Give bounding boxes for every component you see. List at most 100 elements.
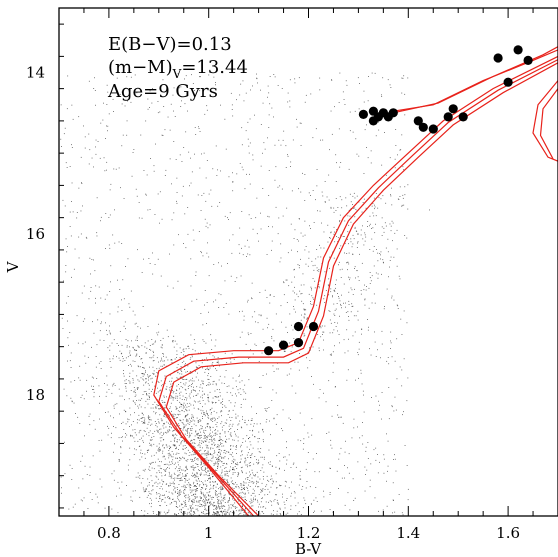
field-star-point bbox=[186, 420, 188, 422]
field-star-point bbox=[172, 456, 174, 458]
field-star-point bbox=[344, 104, 346, 105]
field-star-point bbox=[186, 414, 188, 416]
field-star-point bbox=[247, 121, 249, 123]
field-star-point bbox=[196, 450, 198, 451]
field-star-point bbox=[381, 226, 383, 228]
field-star-point bbox=[134, 389, 136, 391]
field-star-point bbox=[109, 313, 111, 315]
field-star-point bbox=[267, 327, 268, 329]
field-star-point bbox=[205, 441, 207, 443]
field-star-point bbox=[243, 398, 245, 400]
field-star-point bbox=[206, 323, 207, 324]
field-star-point bbox=[161, 400, 163, 402]
field-star-point bbox=[316, 501, 318, 502]
field-star-point bbox=[80, 460, 82, 462]
field-star-point bbox=[143, 384, 145, 386]
field-star-point bbox=[127, 464, 129, 466]
field-star-point bbox=[223, 425, 225, 426]
field-star-point bbox=[181, 377, 183, 379]
field-star-point bbox=[340, 277, 342, 278]
field-star-point bbox=[333, 303, 335, 305]
field-star-point bbox=[392, 482, 394, 484]
field-star-point bbox=[231, 353, 233, 355]
field-star-point bbox=[338, 264, 339, 266]
field-star-point bbox=[286, 207, 288, 209]
field-star-point bbox=[149, 462, 151, 464]
field-star-point bbox=[140, 377, 142, 379]
field-star-point bbox=[382, 77, 384, 79]
field-star-point bbox=[246, 446, 248, 448]
field-star-point bbox=[213, 511, 214, 513]
field-star-point bbox=[172, 459, 174, 461]
field-star-point bbox=[214, 514, 215, 516]
field-star-point bbox=[276, 487, 278, 489]
field-star-point bbox=[315, 497, 317, 499]
field-star-point bbox=[190, 442, 192, 444]
field-star-point bbox=[100, 122, 102, 124]
field-star-point bbox=[238, 496, 240, 498]
field-star-point bbox=[82, 343, 84, 345]
field-star-point bbox=[191, 356, 193, 358]
field-star-point bbox=[163, 395, 165, 397]
field-star-point bbox=[237, 474, 239, 476]
field-star-point bbox=[81, 182, 82, 184]
field-star-point bbox=[145, 194, 147, 196]
field-star-point bbox=[290, 166, 291, 167]
field-star-point bbox=[138, 202, 140, 203]
field-star-point bbox=[227, 501, 229, 503]
field-star-point bbox=[134, 432, 136, 434]
field-star-point bbox=[183, 379, 185, 380]
field-star-point bbox=[91, 259, 93, 260]
field-star-point bbox=[208, 401, 210, 403]
field-star-point bbox=[210, 376, 212, 377]
field-star-point bbox=[152, 273, 154, 275]
field-star-point bbox=[106, 334, 108, 336]
field-star-point bbox=[129, 306, 131, 308]
field-star-point bbox=[191, 426, 193, 427]
field-star-point bbox=[118, 437, 120, 439]
field-star-point bbox=[358, 201, 360, 203]
field-star-point bbox=[194, 90, 195, 91]
field-star-point bbox=[217, 512, 219, 514]
field-star-point bbox=[159, 437, 161, 439]
field-star-point bbox=[213, 366, 214, 367]
field-star-point bbox=[188, 455, 190, 456]
field-star-point bbox=[260, 165, 262, 167]
field-star-point bbox=[160, 431, 162, 433]
field-star-point bbox=[222, 477, 224, 478]
field-star-point bbox=[300, 191, 302, 193]
field-star-point bbox=[166, 483, 168, 485]
field-star-point bbox=[189, 358, 191, 360]
field-star-point bbox=[139, 439, 141, 440]
field-star-point bbox=[140, 327, 141, 329]
field-star-point bbox=[64, 127, 66, 129]
field-star-point bbox=[213, 512, 215, 514]
field-star-point bbox=[181, 479, 183, 481]
field-star-point bbox=[306, 318, 308, 320]
field-star-point bbox=[394, 458, 396, 460]
field-star-point bbox=[78, 236, 80, 238]
field-star-point bbox=[209, 474, 210, 476]
field-star-point bbox=[249, 437, 251, 438]
field-star-point bbox=[256, 233, 258, 235]
field-star-point bbox=[152, 485, 154, 487]
field-star-point bbox=[218, 503, 220, 505]
field-star-point bbox=[60, 104, 62, 106]
field-star-point bbox=[282, 496, 283, 498]
field-star-point bbox=[177, 280, 179, 282]
field-star-point bbox=[148, 482, 150, 483]
field-star-point bbox=[221, 265, 222, 267]
field-star-point bbox=[151, 502, 152, 504]
field-star-point bbox=[294, 286, 295, 288]
field-star-point bbox=[185, 247, 187, 249]
field-star-point bbox=[211, 503, 213, 505]
field-star-point bbox=[176, 417, 177, 419]
field-star-point bbox=[271, 336, 273, 337]
field-star-point bbox=[334, 241, 336, 243]
field-star-point bbox=[185, 363, 186, 365]
field-star-point bbox=[251, 505, 253, 507]
field-star-point bbox=[254, 436, 256, 438]
field-star-point bbox=[105, 213, 107, 214]
field-star-point bbox=[128, 419, 130, 421]
field-star-point bbox=[192, 454, 194, 456]
